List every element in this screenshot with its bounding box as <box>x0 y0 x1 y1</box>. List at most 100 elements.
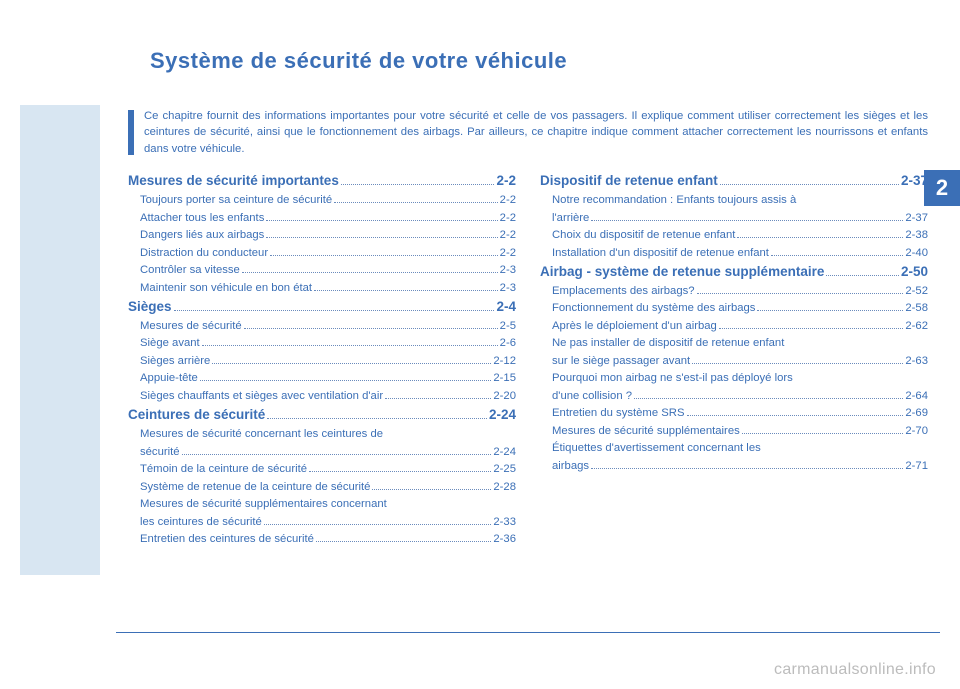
toc-leader-dots <box>314 290 498 291</box>
toc-section: Mesures de sécurité importantes 2-2 <box>128 171 516 192</box>
toc-label: Entretien des ceintures de sécurité <box>140 531 314 549</box>
toc-subentry: Fonctionnement du système des airbags 2-5… <box>540 300 928 318</box>
toc-subentry: Ne pas installer de dispositif de retenu… <box>540 335 928 353</box>
toc-label: Fonctionnement du système des airbags <box>552 300 755 318</box>
toc-subentry: Système de retenue de la ceinture de séc… <box>128 479 516 497</box>
toc-subentry-cont: les ceintures de sécurité2-33 <box>128 514 516 532</box>
toc-label: Maintenir son véhicule en bon état <box>140 280 312 298</box>
toc-page: 2-3 <box>500 262 516 280</box>
toc-page: 2-25 <box>493 461 516 479</box>
toc-label: Entretien du système SRS <box>552 405 685 423</box>
toc-subentry: Maintenir son véhicule en bon état2-3 <box>128 280 516 298</box>
toc-page: 2-6 <box>500 335 516 353</box>
toc-label: Mesures de sécurité supplémentaires <box>552 423 740 441</box>
toc-label: Distraction du conducteur <box>140 245 268 263</box>
toc-leader-dots <box>771 255 903 256</box>
intro-block: Ce chapitre fournit des informations imp… <box>128 108 928 157</box>
toc-label: Emplacements des airbags? <box>552 283 695 301</box>
toc-subentry: Choix du dispositif de retenue enfant2-3… <box>540 227 928 245</box>
toc-leader-dots <box>692 363 903 364</box>
toc-page: 2-50 <box>901 262 928 283</box>
toc-subentry: Entretien des ceintures de sécurité 2-36 <box>128 531 516 549</box>
toc-leader-dots <box>202 345 498 346</box>
toc-subentry: Appuie-tête2-15 <box>128 370 516 388</box>
toc-page: 2-24 <box>489 405 516 426</box>
toc-subentry: Toujours porter sa ceinture de sécurité 2… <box>128 192 516 210</box>
toc-leader-dots <box>720 184 899 185</box>
toc-leader-dots <box>591 220 903 221</box>
toc-page: 2-52 <box>905 283 928 301</box>
toc-subentry: Notre recommandation : Enfants toujours … <box>540 192 928 210</box>
toc-leader-dots <box>316 541 491 542</box>
toc-label: Installation d'un dispositif de retenue … <box>552 245 769 263</box>
toc-page: 2-2 <box>500 192 516 210</box>
intro-text: Ce chapitre fournit des informations imp… <box>144 108 928 157</box>
toc-subentry: Installation d'un dispositif de retenue … <box>540 245 928 263</box>
toc-leader-dots <box>266 237 497 238</box>
toc-label: les ceintures de sécurité <box>140 514 262 532</box>
toc-leader-dots <box>634 398 903 399</box>
toc-label: Ceintures de sécurité <box>128 405 265 426</box>
toc-leader-dots <box>334 202 498 203</box>
toc-label: Contrôler sa vitesse <box>140 262 240 280</box>
toc-label: Après le déploiement d'un airbag <box>552 318 717 336</box>
toc-label: Témoin de la ceinture de sécurité <box>140 461 307 479</box>
toc-subentry: Emplacements des airbags? 2-52 <box>540 283 928 301</box>
toc-section: Sièges 2-4 <box>128 297 516 318</box>
toc-column-left: Mesures de sécurité importantes2-2Toujou… <box>128 171 516 549</box>
toc-subentry: Contrôler sa vitesse 2-3 <box>128 262 516 280</box>
toc-page: 2-58 <box>905 300 928 318</box>
toc-page: 2-37 <box>905 210 928 228</box>
left-blue-bar <box>20 105 100 575</box>
toc-page: 2-36 <box>493 531 516 549</box>
toc-leader-dots <box>242 272 498 273</box>
toc-page: 2-2 <box>500 245 516 263</box>
toc-subentry: Sièges chauffants et sièges avec ventila… <box>128 388 516 406</box>
toc-section: Ceintures de sécurité 2-24 <box>128 405 516 426</box>
toc-page: 2-69 <box>905 405 928 423</box>
toc-leader-dots <box>267 418 487 419</box>
toc-label: Sièges arrière <box>140 353 210 371</box>
toc-section: Airbag - système de retenue supplémentai… <box>540 262 928 283</box>
toc-leader-dots <box>591 468 903 469</box>
toc-subentry: Mesures de sécurité supplémentaires conc… <box>128 496 516 514</box>
toc-label: d'une collision ? <box>552 388 632 406</box>
toc-subentry: Après le déploiement d'un airbag 2-62 <box>540 318 928 336</box>
toc-subentry-cont: sécurité2-24 <box>128 444 516 462</box>
toc-page: 2-2 <box>496 171 516 192</box>
toc-label: airbags <box>552 458 589 476</box>
intro-accent-bar <box>128 110 134 155</box>
toc-label: Toujours porter sa ceinture de sécurité <box>140 192 332 210</box>
toc-subentry: Entretien du système SRS 2-69 <box>540 405 928 423</box>
toc-page: 2-40 <box>905 245 928 263</box>
toc-label: Sièges <box>128 297 172 318</box>
toc-leader-dots <box>757 310 903 311</box>
toc-subentry-cont: l'arrière2-37 <box>540 210 928 228</box>
toc-page: 2-4 <box>496 297 516 318</box>
toc-label: Attacher tous les enfants <box>140 210 264 228</box>
toc-leader-dots <box>372 489 491 490</box>
toc-page: 2-62 <box>905 318 928 336</box>
toc-subentry: Mesures de sécurité supplémentaires2-70 <box>540 423 928 441</box>
toc-subentry: Attacher tous les enfants2-2 <box>128 210 516 228</box>
toc-columns: Mesures de sécurité importantes2-2Toujou… <box>116 167 940 549</box>
toc-page: 2-28 <box>493 479 516 497</box>
toc-leader-dots <box>385 398 491 399</box>
toc-label: Mesures de sécurité importantes <box>128 171 339 192</box>
content-area: Ce chapitre fournit des informations imp… <box>116 98 940 639</box>
toc-leader-dots <box>309 471 491 472</box>
toc-subentry: Distraction du conducteur 2-2 <box>128 245 516 263</box>
toc-label: Système de retenue de la ceinture de séc… <box>140 479 370 497</box>
toc-subentry: Étiquettes d'avertissement concernant le… <box>540 440 928 458</box>
toc-leader-dots <box>200 380 492 381</box>
toc-subentry: Témoin de la ceinture de sécurité 2-25 <box>128 461 516 479</box>
toc-leader-dots <box>174 310 495 311</box>
toc-subentry: Mesures de sécurité concernant les ceint… <box>128 426 516 444</box>
toc-leader-dots <box>737 237 903 238</box>
toc-subentry: Siège avant2-6 <box>128 335 516 353</box>
toc-label: Dangers liés aux airbags <box>140 227 264 245</box>
toc-leader-dots <box>264 524 492 525</box>
toc-page: 2-71 <box>905 458 928 476</box>
toc-label: Mesures de sécurité <box>140 318 242 336</box>
toc-subentry: Dangers liés aux airbags2-2 <box>128 227 516 245</box>
